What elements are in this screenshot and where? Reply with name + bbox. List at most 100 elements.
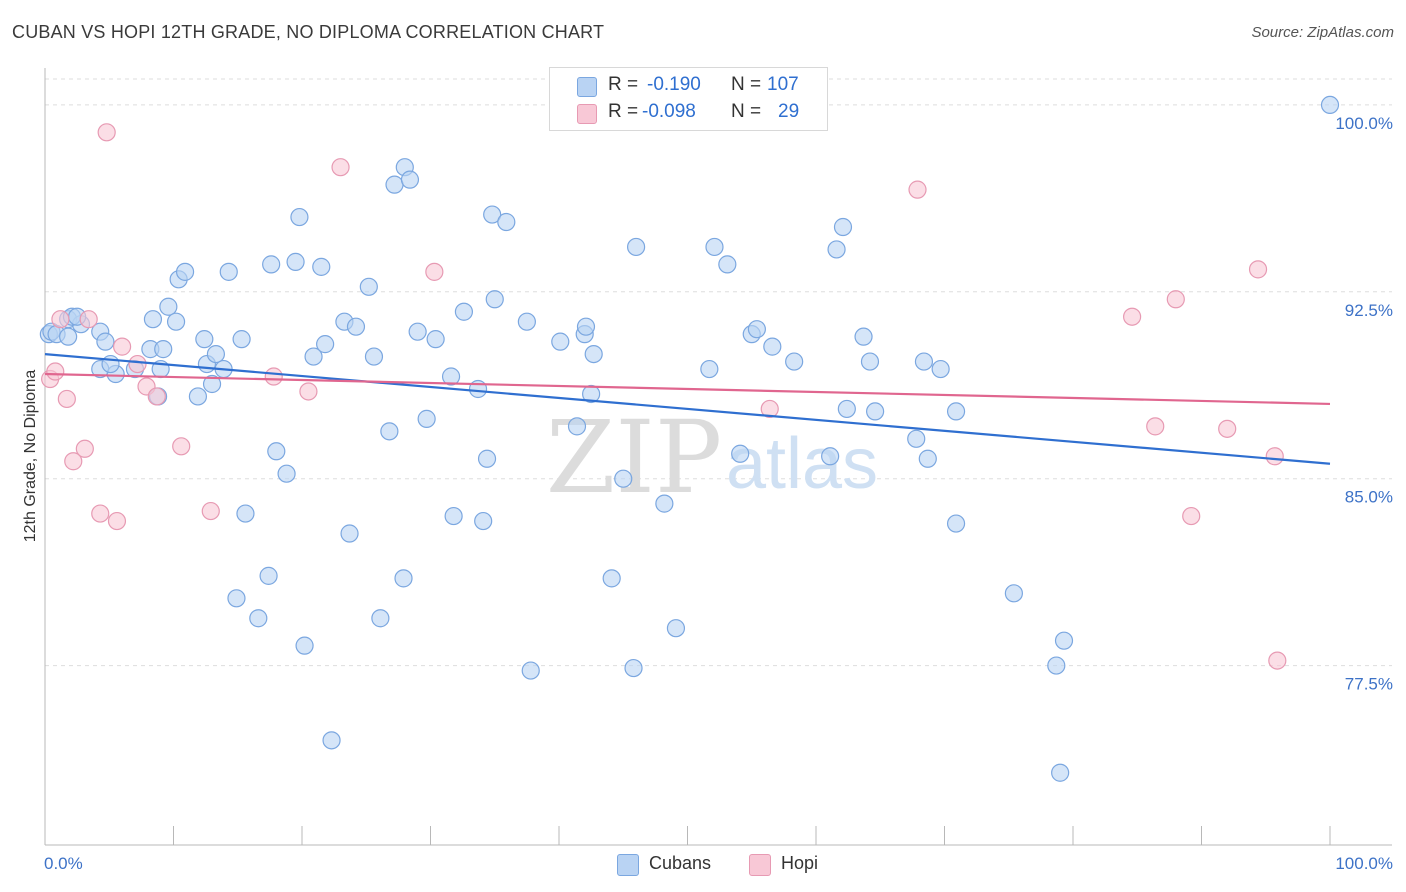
cubans-point xyxy=(666,619,686,638)
cubans-point xyxy=(249,609,268,628)
cubans-point xyxy=(474,511,493,531)
legend-hopi-label: Hopi xyxy=(781,853,819,873)
cubans-point xyxy=(854,327,873,346)
legend-row-cubans: R = -0.190 N = 107 xyxy=(550,73,827,99)
hopi-point xyxy=(1123,307,1142,326)
cubans-point xyxy=(232,330,251,349)
hopi-point xyxy=(79,310,98,329)
cubans-point xyxy=(188,387,208,406)
cubans-point xyxy=(860,352,880,371)
trend-lines xyxy=(44,352,1331,465)
series-legend: Cubans Hopi xyxy=(0,852,1406,878)
cubans-point xyxy=(202,374,222,394)
legend-row-hopi: R = -0.098 N = 29 xyxy=(550,100,827,126)
cubans-point xyxy=(417,409,436,428)
cubans-point xyxy=(833,217,853,237)
cubans-point xyxy=(1054,631,1074,650)
cubans-point xyxy=(655,494,674,513)
cubans-point xyxy=(747,320,766,339)
hopi-point xyxy=(299,382,318,401)
hopi-point xyxy=(91,504,110,523)
cubans-point xyxy=(304,347,323,366)
cubans-point xyxy=(483,205,502,224)
cubans-point xyxy=(262,255,281,274)
hopi-point xyxy=(57,389,76,409)
hopi-r-label: R = xyxy=(608,101,639,122)
cubans-point xyxy=(385,175,404,194)
legend-cubans-swatch xyxy=(617,854,639,876)
hopi-point xyxy=(64,452,83,471)
hopi-point xyxy=(97,123,116,142)
hopi-point xyxy=(908,180,927,199)
cubans-point xyxy=(159,297,178,316)
cubans-point xyxy=(426,330,445,349)
chart-title: CUBAN VS HOPI 12TH GRADE, NO DIPLOMA COR… xyxy=(12,22,605,42)
axes xyxy=(44,68,1392,846)
cubans-point xyxy=(286,252,305,271)
cubans-point xyxy=(582,384,601,404)
cubans-point xyxy=(59,327,78,346)
cubans-point xyxy=(626,237,646,257)
cubans-point xyxy=(1047,656,1066,675)
hopi-points xyxy=(41,123,1287,670)
hopi-point xyxy=(107,511,127,531)
cubans-point xyxy=(700,359,719,379)
cubans-trend-line xyxy=(44,352,1331,465)
cubans-point xyxy=(444,506,463,526)
cubans-point xyxy=(290,207,309,227)
hopi-point xyxy=(1218,419,1237,438)
cubans-n-value: 107 xyxy=(767,74,799,95)
cubans-point xyxy=(364,347,384,366)
cubans-point xyxy=(763,337,782,356)
cubans-point xyxy=(96,332,115,351)
cubans-swatch xyxy=(577,77,597,97)
hopi-point xyxy=(760,399,779,419)
cubans-point xyxy=(517,312,536,331)
hopi-point xyxy=(46,362,65,381)
hopi-point xyxy=(425,262,444,281)
x-tick-label-max: 100.0% xyxy=(1335,854,1393,873)
cubans-point xyxy=(316,335,335,354)
hopi-point xyxy=(112,337,132,356)
cubans-point xyxy=(394,569,413,588)
cubans-point xyxy=(946,514,966,533)
cubans-point xyxy=(175,262,195,281)
watermark-zip: ZIP xyxy=(546,399,722,516)
hopi-point xyxy=(147,387,166,406)
cubans-point xyxy=(705,237,724,257)
cubans-point xyxy=(195,330,214,349)
cubans-point xyxy=(1051,763,1070,782)
cubans-point xyxy=(576,317,596,336)
cubans-point xyxy=(521,661,540,680)
cubans-point xyxy=(584,344,603,364)
cubans-point xyxy=(408,322,427,341)
cubans-point xyxy=(441,367,461,386)
x-tick-label-min: 0.0% xyxy=(44,854,83,873)
y-tick-label: 77.5% xyxy=(1345,675,1393,694)
cubans-point xyxy=(206,344,226,364)
cubans-point xyxy=(322,731,341,750)
hopi-r-value: -0.098 xyxy=(642,101,696,122)
cubans-point xyxy=(346,317,366,336)
hopi-point xyxy=(331,158,350,177)
cubans-point xyxy=(931,359,950,379)
tick-labels: 77.5% 85.0% 92.5% 100.0% 0.0% 100.0% xyxy=(44,114,1393,873)
cubans-point xyxy=(731,444,750,463)
cubans-r-label: R = xyxy=(608,74,639,95)
cubans-point xyxy=(1004,584,1023,603)
cubans-point xyxy=(485,290,504,309)
cubans-point xyxy=(946,402,966,421)
hopi-point xyxy=(75,439,94,458)
hopi-point xyxy=(201,501,220,521)
cubans-r-value: -0.190 xyxy=(647,74,701,95)
hopi-point xyxy=(1182,506,1201,526)
cubans-point xyxy=(1320,95,1340,115)
hopi-swatch xyxy=(577,104,597,124)
y-tick-label: 100.0% xyxy=(1335,114,1393,133)
cubans-point xyxy=(551,332,570,351)
cubans-point xyxy=(154,340,173,359)
hopi-point xyxy=(1248,260,1268,279)
cubans-point xyxy=(166,312,186,331)
cubans-n-label: N = xyxy=(731,74,762,95)
